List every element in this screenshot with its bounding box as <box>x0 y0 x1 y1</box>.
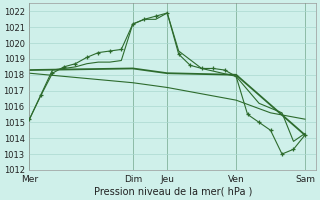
X-axis label: Pression niveau de la mer( hPa ): Pression niveau de la mer( hPa ) <box>94 187 252 197</box>
